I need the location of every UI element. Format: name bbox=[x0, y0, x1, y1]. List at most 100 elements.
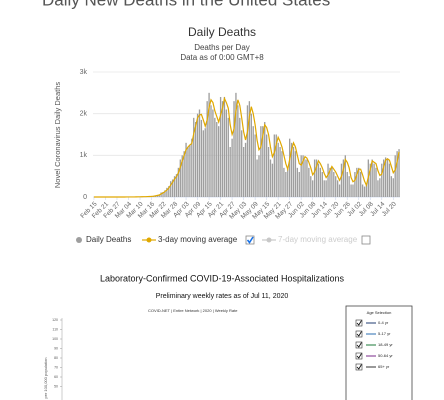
legend-checkbox[interactable] bbox=[361, 235, 371, 245]
bar bbox=[200, 119, 203, 197]
bar bbox=[219, 97, 222, 197]
bar bbox=[210, 105, 212, 197]
bar bbox=[294, 151, 297, 197]
bar bbox=[396, 151, 398, 197]
bar bbox=[198, 109, 201, 197]
checkmark[interactable] bbox=[356, 364, 362, 370]
bar bbox=[329, 167, 331, 197]
bar bbox=[189, 144, 191, 197]
bar bbox=[344, 155, 346, 197]
bar bbox=[177, 167, 180, 197]
checkmark[interactable] bbox=[246, 236, 254, 244]
checkmark[interactable] bbox=[356, 342, 362, 348]
legend-label[interactable]: 18-49 yr bbox=[378, 342, 393, 347]
bar bbox=[308, 167, 310, 197]
bar bbox=[390, 176, 393, 197]
y-tick-label: 50 bbox=[54, 384, 58, 388]
bar bbox=[298, 172, 300, 197]
bar bbox=[202, 130, 204, 197]
legend-checkbox[interactable] bbox=[355, 352, 363, 360]
bar bbox=[175, 174, 178, 197]
bar bbox=[258, 155, 260, 197]
checkmark[interactable] bbox=[356, 331, 362, 337]
legend-symbol[interactable] bbox=[266, 237, 272, 243]
bar bbox=[310, 176, 312, 197]
y-tick-label: 2k bbox=[80, 111, 88, 118]
bar bbox=[256, 159, 258, 197]
legend-label[interactable]: 65+ yr bbox=[378, 364, 390, 369]
legend-checkbox[interactable] bbox=[355, 319, 363, 327]
legend-label[interactable]: 5-17 yr bbox=[378, 331, 391, 336]
bar bbox=[273, 134, 275, 197]
legend-label[interactable]: 7-day moving average bbox=[278, 235, 358, 244]
chart-title: Daily Deaths bbox=[188, 25, 256, 39]
bar bbox=[371, 159, 373, 197]
bar bbox=[327, 163, 329, 197]
bar bbox=[365, 184, 368, 197]
bar bbox=[166, 187, 168, 197]
bar bbox=[244, 142, 247, 197]
bar bbox=[279, 147, 281, 197]
chart-subtitle: Preliminary weekly rates as of Jul 11, 2… bbox=[156, 293, 289, 300]
legend-label[interactable]: 50-64 yr bbox=[378, 353, 393, 358]
bar bbox=[331, 167, 333, 197]
bar bbox=[252, 126, 254, 197]
legend-symbol[interactable] bbox=[146, 237, 152, 243]
bar bbox=[194, 122, 197, 197]
bar bbox=[313, 159, 316, 197]
legend-checkbox[interactable] bbox=[355, 341, 363, 349]
bar bbox=[250, 113, 252, 197]
legend-label[interactable]: 3-day moving average bbox=[158, 235, 238, 244]
bar bbox=[275, 134, 277, 197]
y-tick-label: 0 bbox=[83, 194, 87, 201]
chart-subtitle: Deaths per Day bbox=[194, 43, 250, 52]
legend-checkbox[interactable] bbox=[245, 235, 255, 245]
bar bbox=[233, 101, 235, 197]
bar bbox=[183, 151, 185, 197]
chart-header: COVID-NET | Entire Network | 2020 | Week… bbox=[148, 308, 238, 313]
bar bbox=[248, 101, 251, 197]
bar bbox=[319, 167, 322, 197]
bar bbox=[338, 184, 341, 197]
bar bbox=[158, 194, 160, 197]
bar bbox=[254, 134, 256, 197]
legend-checkbox[interactable] bbox=[355, 363, 363, 371]
bar bbox=[359, 172, 362, 197]
checkmark[interactable] bbox=[356, 320, 362, 326]
bar bbox=[346, 172, 348, 197]
bar bbox=[369, 163, 371, 197]
bar bbox=[392, 178, 394, 197]
bar bbox=[185, 142, 187, 197]
bar bbox=[225, 109, 228, 197]
legend-label[interactable]: Daily Deaths bbox=[86, 235, 131, 244]
bar bbox=[325, 180, 327, 197]
bar bbox=[223, 97, 226, 197]
bar bbox=[361, 184, 364, 197]
bar bbox=[300, 155, 302, 197]
bar bbox=[383, 159, 385, 197]
bar bbox=[214, 117, 216, 197]
y-axis-label: per 100,000 population bbox=[43, 358, 48, 399]
bar bbox=[292, 147, 295, 197]
bar bbox=[216, 122, 218, 197]
legend-label[interactable]: 0-4 yr bbox=[378, 320, 389, 325]
bar bbox=[323, 180, 325, 197]
y-tick-label: 120 bbox=[52, 318, 58, 322]
bar bbox=[246, 105, 249, 197]
legend-title: Age Selection bbox=[367, 310, 392, 315]
legend-symbol[interactable] bbox=[76, 237, 82, 243]
y-tick-label: 80 bbox=[54, 356, 58, 360]
bar bbox=[394, 155, 396, 197]
bar bbox=[283, 167, 285, 197]
bar bbox=[315, 159, 318, 197]
bar bbox=[235, 92, 237, 197]
bar bbox=[218, 126, 220, 197]
checkmark[interactable] bbox=[356, 353, 362, 359]
bar bbox=[269, 159, 272, 197]
y-tick-label: 1k bbox=[80, 152, 88, 159]
legend-checkbox[interactable] bbox=[355, 330, 363, 338]
bar bbox=[384, 157, 387, 197]
